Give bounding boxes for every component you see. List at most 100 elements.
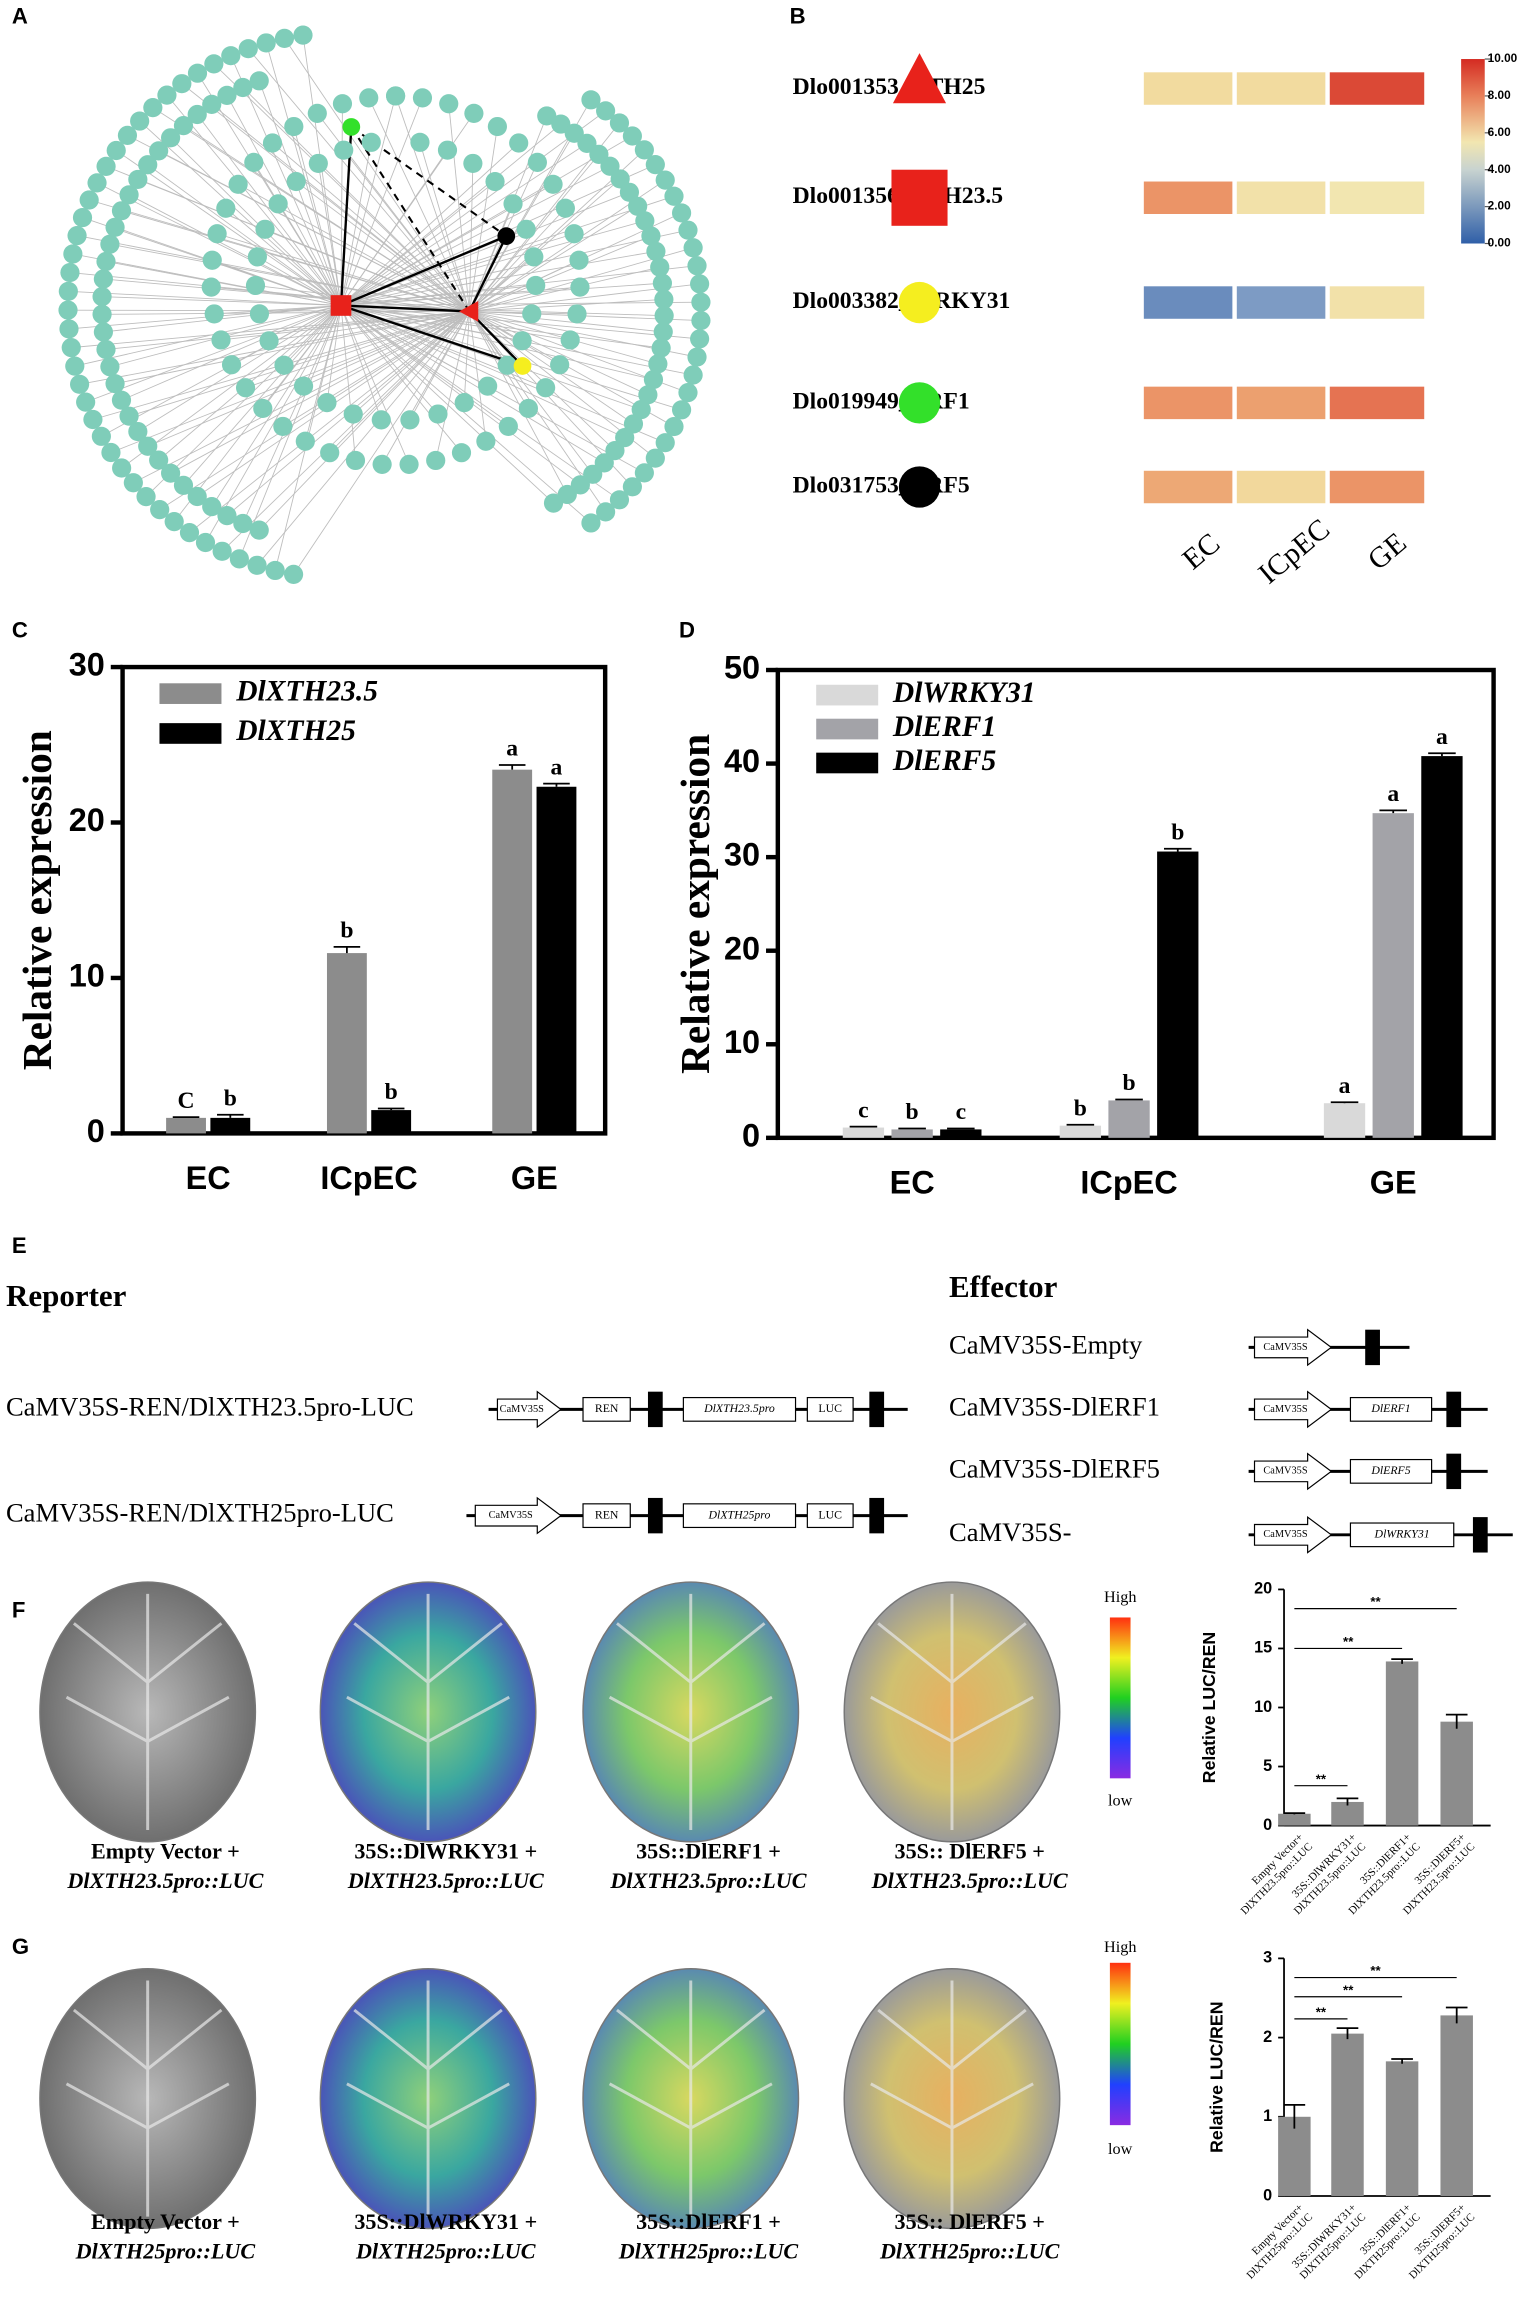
edge	[230, 55, 342, 306]
node	[308, 153, 328, 174]
significance-letter: a	[1339, 1073, 1351, 1099]
edge	[340, 305, 592, 524]
node	[138, 155, 158, 175]
edge	[469, 178, 621, 312]
y-tick-label: 0	[742, 1117, 760, 1153]
node	[400, 410, 420, 430]
bar	[1278, 1813, 1311, 1826]
node	[527, 152, 547, 172]
edge	[85, 305, 342, 403]
node	[543, 174, 563, 194]
node	[207, 224, 227, 244]
gene-label: DlXTH23.5pro	[703, 1401, 775, 1415]
node	[96, 251, 116, 272]
edge	[340, 305, 662, 349]
edge	[121, 305, 342, 469]
node	[671, 400, 692, 420]
legend-swatch	[816, 684, 879, 706]
node	[201, 277, 221, 297]
node	[439, 94, 459, 114]
leaf-caption: DlXTH25pro::LUC	[75, 2239, 256, 2264]
key-edge	[350, 126, 471, 312]
promoter-label: CaMV35S	[1263, 1342, 1307, 1353]
node	[307, 103, 327, 123]
col-label: EC	[1177, 527, 1226, 576]
panel-letter: E	[12, 1233, 27, 1258]
edge	[115, 150, 342, 306]
node	[509, 133, 529, 153]
node	[92, 287, 112, 307]
gene-label: DlERF1	[1370, 1401, 1410, 1415]
gene-label: REN	[595, 1507, 619, 1521]
heat-cell	[1329, 470, 1425, 504]
bar	[1331, 2033, 1364, 2196]
node	[256, 33, 276, 53]
legend-label: DlWRKY31	[892, 677, 1036, 709]
construct-label: CaMV35S-REN/DlXTH23.5pro-LUC	[6, 1391, 414, 1421]
node	[247, 555, 267, 575]
bar	[1385, 2061, 1419, 2196]
node	[641, 226, 661, 246]
node	[359, 88, 379, 108]
node	[100, 234, 120, 254]
node	[654, 306, 674, 326]
node	[101, 442, 121, 463]
edge	[340, 250, 656, 306]
edge	[68, 290, 342, 306]
y-tick-label: 10	[1254, 1698, 1272, 1716]
node	[63, 244, 83, 264]
node	[634, 463, 654, 483]
node	[76, 392, 96, 412]
node	[503, 194, 523, 214]
leaf-caption: 35S:: DlERF5 +	[895, 2209, 1045, 2234]
node	[128, 421, 148, 442]
edge	[340, 305, 439, 415]
node	[149, 141, 169, 161]
row-label: Dlo031753_ERF5	[793, 472, 970, 498]
node	[655, 170, 675, 190]
edge	[340, 305, 382, 421]
edge	[265, 42, 342, 306]
y-tick-label: 1	[1263, 2107, 1272, 2125]
node	[91, 426, 111, 446]
node	[609, 490, 630, 510]
terminator	[1472, 1517, 1488, 1553]
leaf-caption: 35S::DlERF1 +	[636, 2209, 781, 2234]
edge	[256, 311, 470, 566]
y-tick-label: 20	[69, 802, 105, 838]
node	[283, 564, 304, 584]
node	[216, 198, 236, 218]
significance-label: **	[1370, 1963, 1381, 1978]
edge	[340, 123, 562, 306]
error-bar	[1330, 1101, 1359, 1104]
error-bar	[849, 1125, 878, 1128]
key-edge	[340, 235, 507, 307]
node	[245, 275, 266, 296]
node-erf5	[497, 227, 516, 245]
y-axis-label: Relative LUC/REN	[1199, 1632, 1219, 1783]
node	[332, 94, 353, 114]
edge	[340, 229, 689, 306]
node	[119, 406, 139, 426]
node	[253, 398, 273, 419]
node	[524, 247, 544, 267]
edge	[231, 305, 342, 366]
x-tick-label: EC	[890, 1165, 935, 1201]
y-tick-label: 0	[87, 1113, 105, 1149]
edge	[211, 305, 342, 507]
edge	[282, 311, 470, 427]
edge	[463, 311, 470, 403]
error-bar	[1445, 2006, 1468, 2024]
terminator	[1446, 1391, 1462, 1428]
edge	[105, 261, 342, 306]
significance-letter: c	[858, 1097, 868, 1123]
terminator	[1446, 1453, 1462, 1490]
edge	[211, 104, 470, 312]
bar	[1278, 2116, 1311, 2196]
node	[67, 226, 87, 246]
edge	[212, 259, 342, 306]
row-marker	[898, 466, 941, 508]
gene-box	[582, 1396, 631, 1422]
node	[105, 217, 125, 237]
leaf-caption: DlXTH23.5pro::LUC	[609, 1868, 806, 1893]
